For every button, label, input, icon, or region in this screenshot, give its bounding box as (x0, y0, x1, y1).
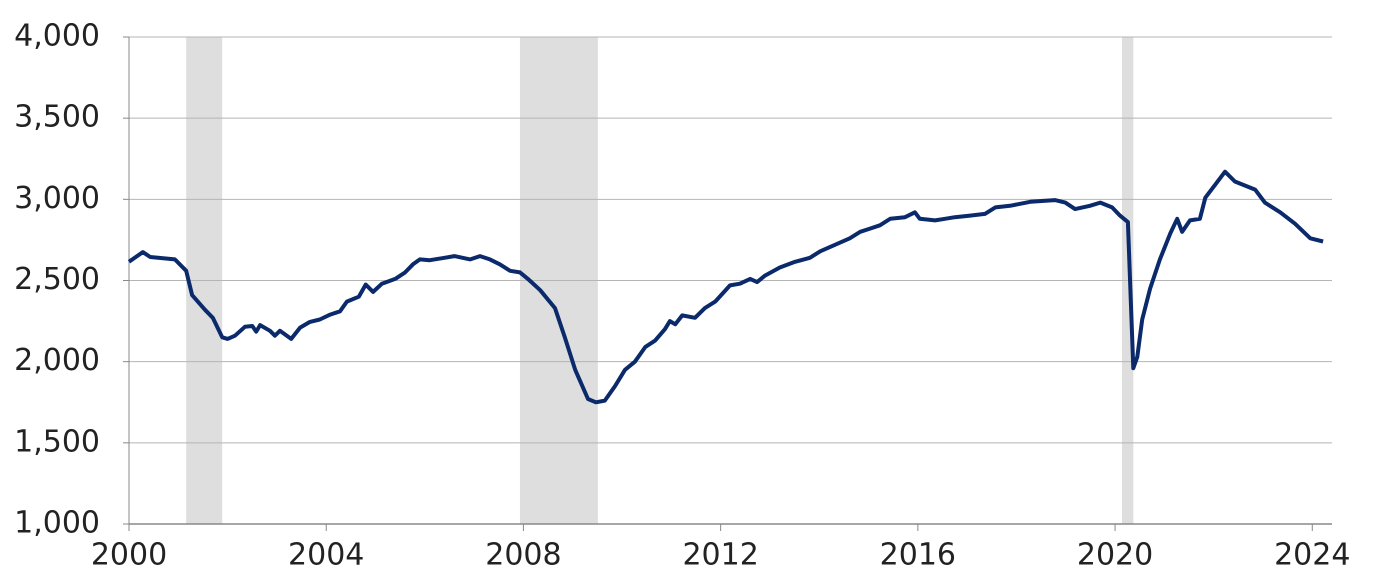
y-tick-label: 4,000 (14, 19, 100, 54)
x-tick-label: 2000 (91, 538, 167, 573)
y-tick-label: 3,500 (14, 100, 100, 135)
y-tick-label: 1,500 (14, 424, 100, 459)
x-tick-label: 2024 (1274, 538, 1350, 573)
y-tick-label: 1,000 (14, 506, 100, 541)
x-tick-label: 2004 (288, 538, 364, 573)
data-line (127, 169, 1324, 405)
x-tick-label: 2016 (880, 538, 956, 573)
y-tick-label: 2,000 (14, 343, 100, 378)
x-tick-label: 2008 (485, 538, 561, 573)
y-tick-label: 2,500 (14, 262, 100, 297)
x-tick-label: 2020 (1077, 538, 1153, 573)
x-tick-label: 2012 (682, 538, 758, 573)
y-tick-label: 3,000 (14, 181, 100, 216)
